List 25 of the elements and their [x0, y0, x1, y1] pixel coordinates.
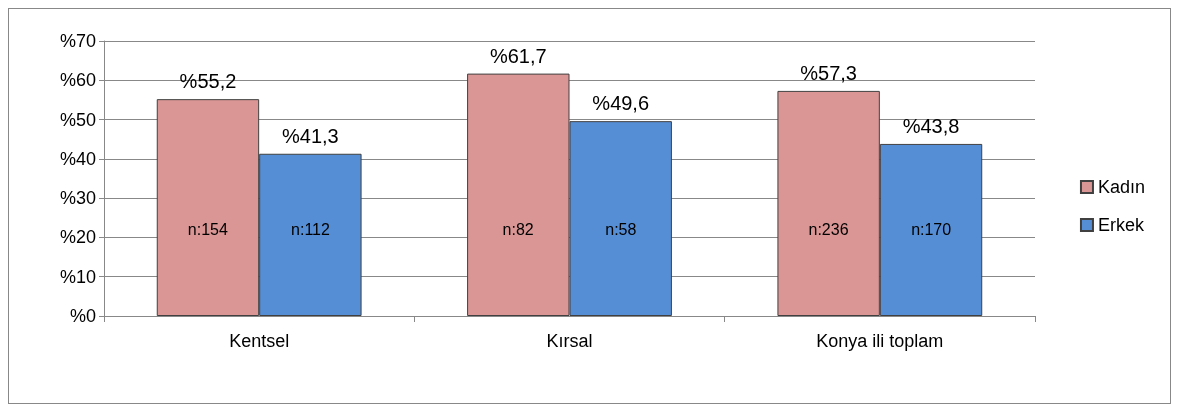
- data-label: %61,7: [489, 44, 547, 67]
- data-label: %43,8: [902, 114, 960, 137]
- annotation: n:82: [502, 221, 534, 239]
- legend-label: Kadın: [1097, 177, 1146, 197]
- annotation: n:58: [605, 221, 637, 239]
- x-tick-label: Kentsel: [229, 331, 290, 351]
- data-label: %57,3: [800, 61, 857, 84]
- y-tick-label: %40: [59, 148, 96, 169]
- y-tick-label: %60: [59, 70, 96, 91]
- y-tick-label: %10: [59, 266, 96, 287]
- annotation: n:236: [808, 221, 849, 239]
- x-tick-label: Konya ili toplam: [816, 331, 944, 351]
- y-tick-label: %50: [59, 109, 96, 130]
- y-tick-label: %0: [69, 306, 96, 326]
- data-label: %49,6: [592, 92, 650, 115]
- x-tick-label: Kırsal: [546, 331, 593, 351]
- legend-label: Erkek: [1097, 215, 1145, 235]
- data-label: %55,2: [179, 70, 237, 93]
- y-tick-label: %70: [59, 31, 96, 51]
- annotation: n:112: [291, 221, 331, 239]
- annotation: n:170: [911, 221, 952, 239]
- y-tick-label: %20: [59, 227, 96, 248]
- annotation: n:154: [187, 221, 228, 239]
- data-label: %41,3: [282, 124, 339, 147]
- y-tick-label: %30: [59, 188, 96, 209]
